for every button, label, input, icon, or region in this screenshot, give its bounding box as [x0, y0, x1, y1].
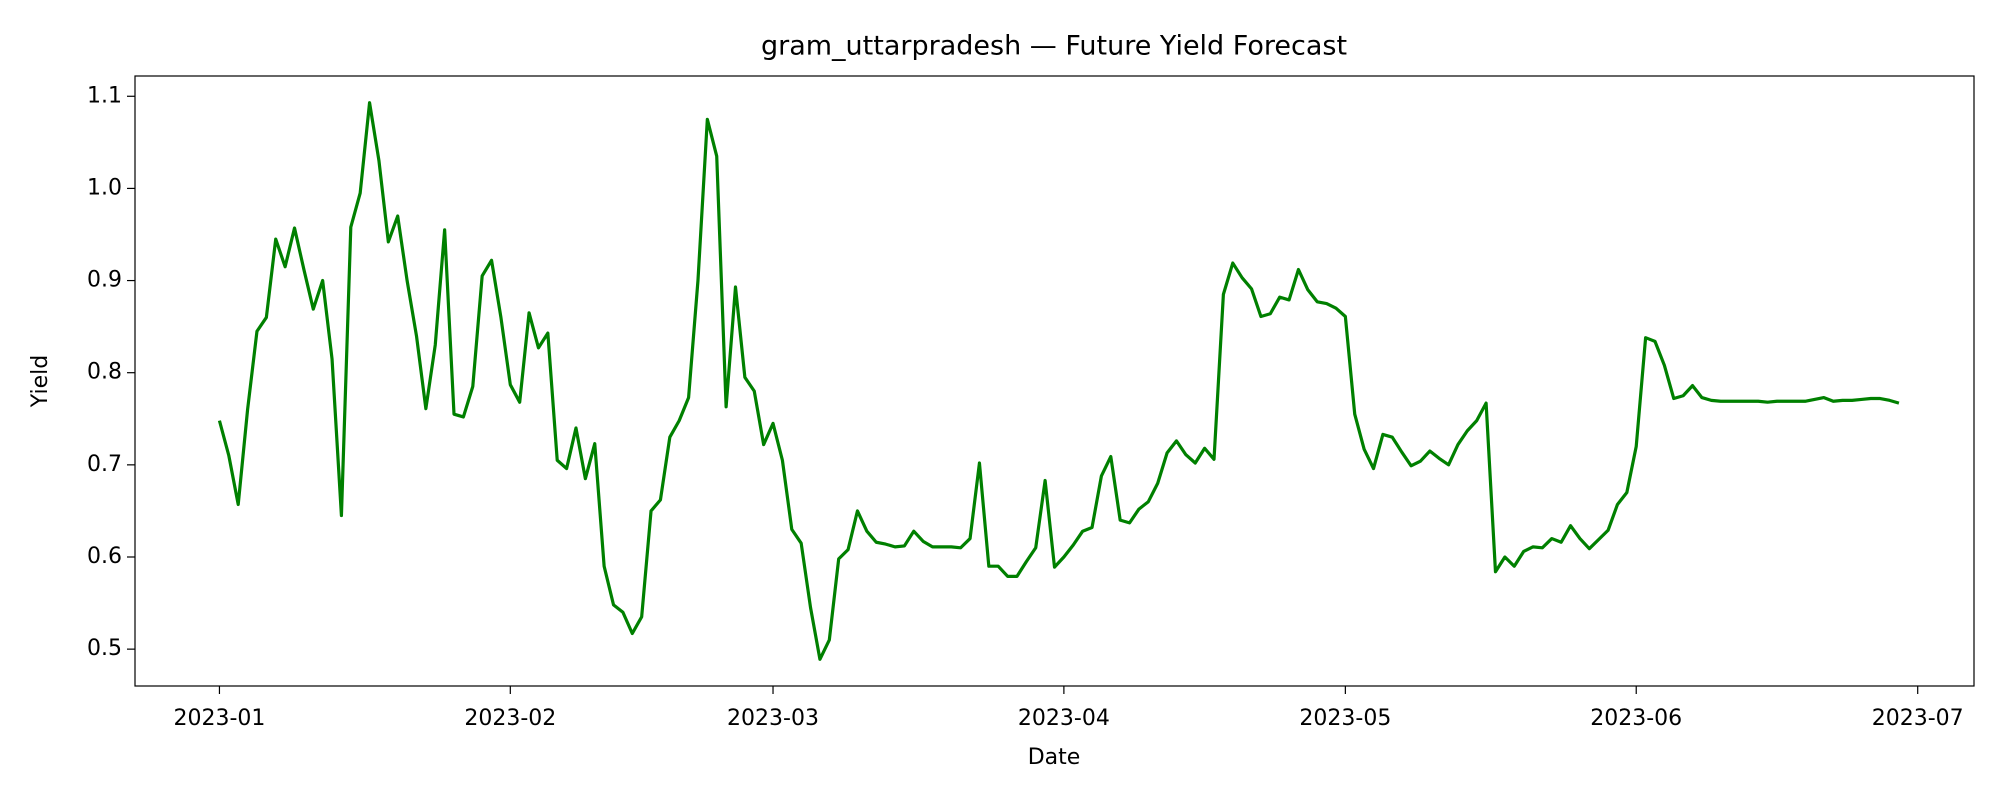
y-tick-label: 0.6 — [87, 544, 122, 569]
y-tick-label: 1.1 — [87, 83, 122, 108]
y-tick-label: 0.8 — [87, 360, 122, 385]
y-tick-label: 0.5 — [87, 636, 122, 661]
x-tick-label: 2023-02 — [464, 706, 556, 731]
x-tick-label: 2023-07 — [1872, 706, 1964, 731]
chart-title: gram_uttarpradesh — Future Yield Forecas… — [761, 31, 1347, 62]
plot-frame — [134, 75, 1975, 687]
x-tick-label: 2023-03 — [727, 706, 819, 731]
y-axis-label: Yield — [28, 355, 53, 408]
x-tick-label: 2023-06 — [1590, 706, 1682, 731]
x-tick-label: 2023-05 — [1299, 706, 1391, 731]
x-tick-label: 2023-01 — [173, 706, 265, 731]
y-tick-label: 1.0 — [87, 175, 122, 200]
y-tick-label: 0.9 — [87, 268, 122, 293]
x-tick-label: 2023-04 — [1018, 706, 1110, 731]
y-tick-label: 0.7 — [87, 452, 122, 477]
data-line — [217, 101, 1900, 661]
x-axis-label: Date — [1028, 745, 1081, 770]
